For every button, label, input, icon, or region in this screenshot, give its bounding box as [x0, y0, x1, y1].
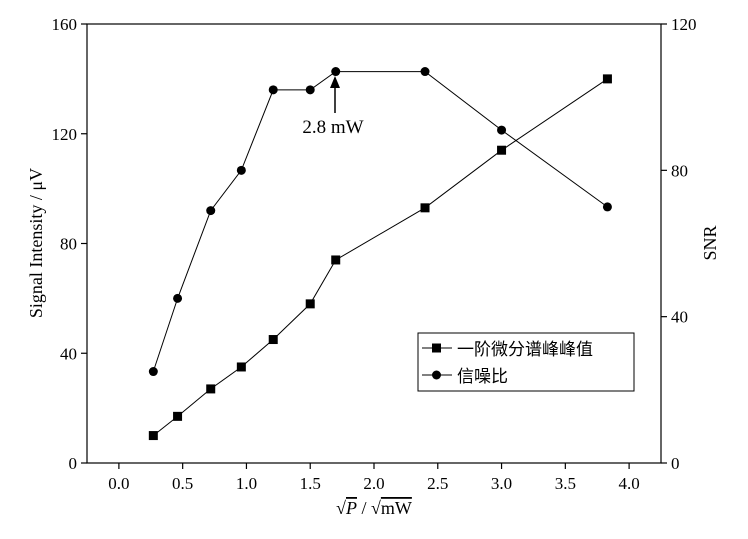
- y-tick-label: 120: [52, 125, 78, 144]
- legend: 一阶微分谱峰峰值 信噪比: [417, 332, 635, 392]
- data-point-square: [148, 431, 158, 441]
- legend-entry-1: 一阶微分谱峰峰值: [422, 340, 593, 360]
- svg-text:√P / √mW: √P / √mW: [336, 498, 412, 518]
- y-tick-label: 0: [69, 454, 78, 473]
- y-tick-label: 80: [60, 235, 77, 254]
- data-point-circle: [148, 367, 158, 377]
- series-line-2: [152, 71, 608, 372]
- x-tick-label: 3.5: [555, 474, 576, 493]
- data-point-circle: [236, 165, 246, 175]
- legend-entry-2: 信噪比: [422, 367, 508, 387]
- y-axis-title: Signal Intensity / μV: [26, 168, 46, 318]
- data-point-square: [206, 384, 216, 394]
- data-point-circle: [173, 293, 183, 303]
- annotation-2.8mw: 2.8 mW: [302, 76, 364, 138]
- x-tick-label: 4.0: [618, 474, 639, 493]
- legend-label-1: 一阶微分谱峰峰值: [457, 340, 593, 360]
- data-point-circle: [206, 206, 216, 216]
- annotation-label: 2.8 mW: [302, 117, 363, 138]
- x-tick-label: 1.0: [236, 474, 257, 493]
- plot-frame: [86, 23, 662, 464]
- data-point-square: [268, 335, 278, 345]
- x-tick-label: 0.0: [108, 474, 129, 493]
- x-title-mw: mW: [381, 498, 412, 518]
- legend-circle-marker: [432, 370, 441, 380]
- axis-ticks: 0.0 0.5 1.0 1.5 2.0 2.5 3.0 3.5 4.0 0 40 80 120 160 0 4…: [52, 15, 697, 493]
- x-title-sep: / √: [357, 498, 381, 518]
- series-layer: [148, 67, 612, 441]
- data-point-square: [173, 411, 183, 421]
- x-title-p: P: [345, 498, 357, 518]
- data-point-square: [331, 255, 341, 265]
- data-point-circle: [331, 67, 341, 77]
- data-point-circle: [602, 202, 612, 212]
- y2-tick-label: 120: [671, 15, 697, 34]
- x-tick-label: 2.0: [363, 474, 384, 493]
- data-point-square: [305, 299, 315, 309]
- data-point-square: [497, 145, 507, 155]
- data-point-square: [236, 362, 246, 372]
- y2-tick-label: 40: [671, 308, 688, 327]
- data-point-circle: [305, 85, 315, 95]
- data-point-circle: [268, 85, 278, 95]
- legend-square-marker: [432, 343, 441, 353]
- data-point-square: [602, 74, 612, 84]
- data-point-square: [420, 203, 430, 213]
- y2-tick-label: 0: [671, 454, 680, 473]
- data-point-circle: [497, 125, 507, 135]
- legend-label-2: 信噪比: [457, 367, 508, 387]
- x-tick-label: 2.5: [427, 474, 448, 493]
- x-title-sqrt-1: √: [336, 498, 346, 518]
- y-tick-label: 160: [52, 15, 78, 34]
- y-tick-label: 40: [60, 344, 77, 363]
- x-tick-label: 3.0: [491, 474, 512, 493]
- x-axis-title: √P / √mW: [336, 498, 412, 518]
- series-line-1: [152, 78, 608, 436]
- y2-axis-title: SNR: [700, 225, 720, 260]
- x-tick-label: 1.5: [300, 474, 321, 493]
- y2-tick-label: 80: [671, 161, 688, 180]
- data-point-circle: [420, 67, 430, 77]
- x-tick-label: 0.5: [172, 474, 193, 493]
- legend-box: [417, 332, 635, 392]
- annotation-arrow-head: [330, 76, 340, 88]
